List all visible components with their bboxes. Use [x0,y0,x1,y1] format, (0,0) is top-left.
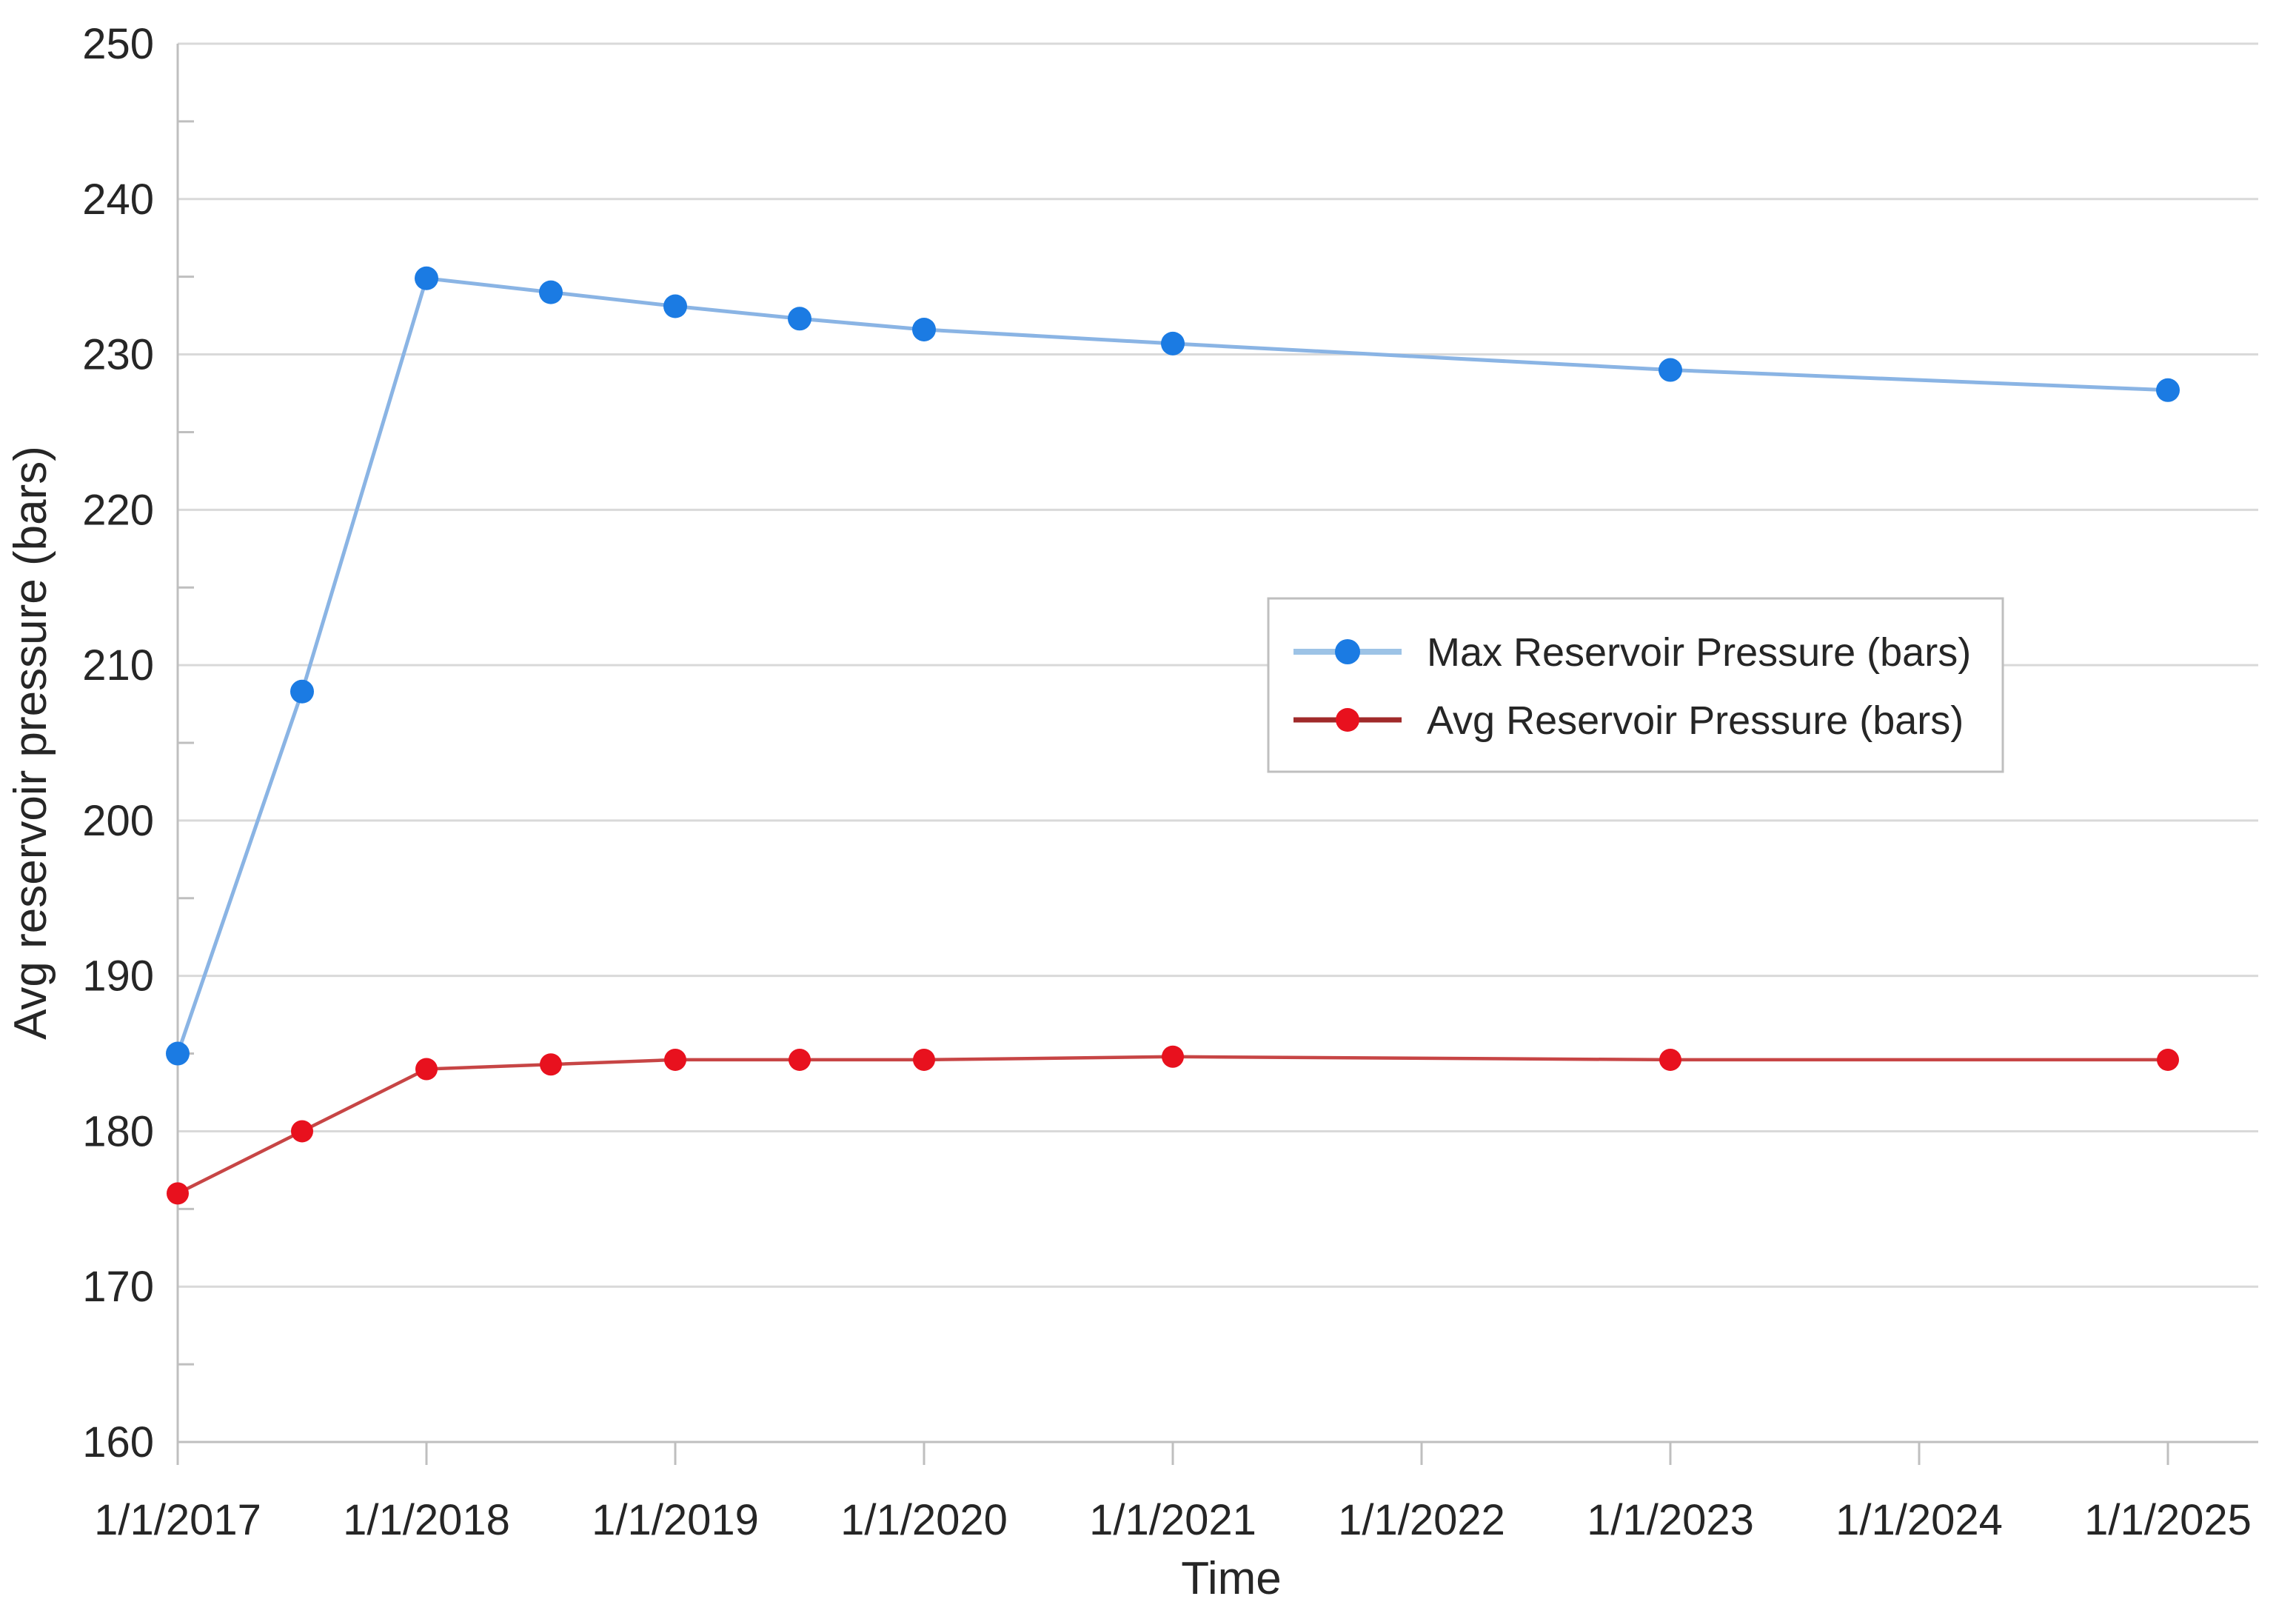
data-point-max-2017[interactable] [166,1041,190,1066]
x-tick-label-2020: 1/1/2020 [840,1496,1008,1544]
data-point-avg-2019.5[interactable] [789,1048,811,1071]
legend-label-max: Max Reservoir Pressure (bars) [1427,630,1971,675]
y-tick-label-250: 250 [82,20,154,68]
y-tick-label-220: 220 [82,486,154,534]
x-tick-label-2019: 1/1/2019 [592,1496,759,1544]
legend-box [1267,597,2004,773]
grid-layer [178,42,2258,1443]
data-point-max-2019[interactable] [663,294,687,318]
legend: Max Reservoir Pressure (bars) Avg Reserv… [1267,597,2004,773]
data-point-avg-2025[interactable] [2157,1048,2179,1071]
legend-entry-max[interactable]: Max Reservoir Pressure (bars) [1293,630,1971,675]
x-tick-label-2018: 1/1/2018 [343,1496,510,1544]
data-point-max-2025[interactable] [2156,378,2180,402]
series-layer [166,266,2180,1205]
data-point-avg-2018.5[interactable] [540,1053,562,1076]
data-point-max-2020[interactable] [912,317,936,341]
x-tick-label-2024: 1/1/2024 [1835,1496,2003,1544]
y-tick-label-180: 180 [82,1107,154,1155]
x-tick-label-2025: 1/1/2025 [2084,1496,2252,1544]
y-tick-label-240: 240 [82,176,154,224]
data-point-avg-2017.5[interactable] [291,1120,313,1143]
x-tick-label-2017: 1/1/2017 [94,1496,261,1544]
data-point-max-2019.5[interactable] [788,307,811,331]
y-tick-label-170: 170 [82,1263,154,1311]
y-tick-label-210: 210 [82,641,154,690]
x-tick-label-2023: 1/1/2023 [1587,1496,1754,1544]
x-tick-label-2021: 1/1/2021 [1089,1496,1256,1544]
y-tick-label-160: 160 [82,1418,154,1466]
legend-marker-avg-icon [1336,708,1359,732]
y-axis-title: Avg reservoir pressure (bars) [5,446,56,1040]
y-tick-label-230: 230 [82,331,154,379]
data-point-avg-2023[interactable] [1659,1048,1681,1071]
data-point-avg-2017[interactable] [167,1182,189,1205]
legend-entry-avg[interactable]: Avg Reservoir Pressure (bars) [1293,698,1964,743]
data-point-max-2017.5[interactable] [290,679,314,704]
data-point-max-2018.5[interactable] [539,280,563,304]
data-point-avg-2019[interactable] [664,1048,686,1071]
y-tick-label-190: 190 [82,952,154,1001]
data-point-avg-2020[interactable] [913,1048,935,1071]
data-point-max-2021[interactable] [1161,331,1185,355]
y-tick-label-200: 200 [82,797,154,845]
x-tick-label-2022: 1/1/2022 [1338,1496,1505,1544]
series-line-avg [176,1055,2168,1195]
data-point-avg-2018[interactable] [415,1058,438,1081]
x-axis-title: Time [1181,1553,1281,1604]
series-line-max [175,276,2169,1055]
legend-marker-max-icon [1335,639,1360,664]
tick-label-layer: 1/1/2017 1/1/2018 1/1/2019 1/1/2020 1/1/2021… [82,20,2252,1544]
data-point-max-2023[interactable] [1659,358,1682,382]
data-point-max-2018[interactable] [415,266,438,290]
data-point-avg-2021[interactable] [1162,1045,1184,1068]
legend-label-avg: Avg Reservoir Pressure (bars) [1427,698,1964,743]
